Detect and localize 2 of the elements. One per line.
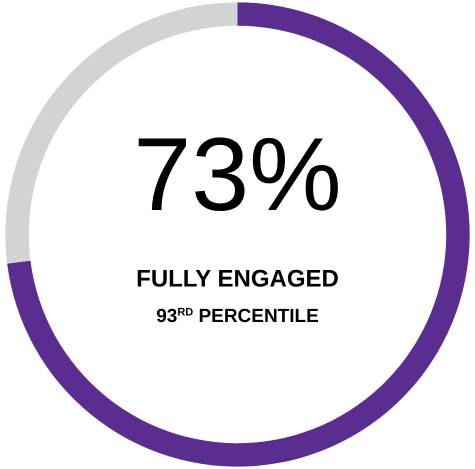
text: 73% [133, 117, 342, 233]
text: FULLY ENGAGED [136, 266, 339, 292]
